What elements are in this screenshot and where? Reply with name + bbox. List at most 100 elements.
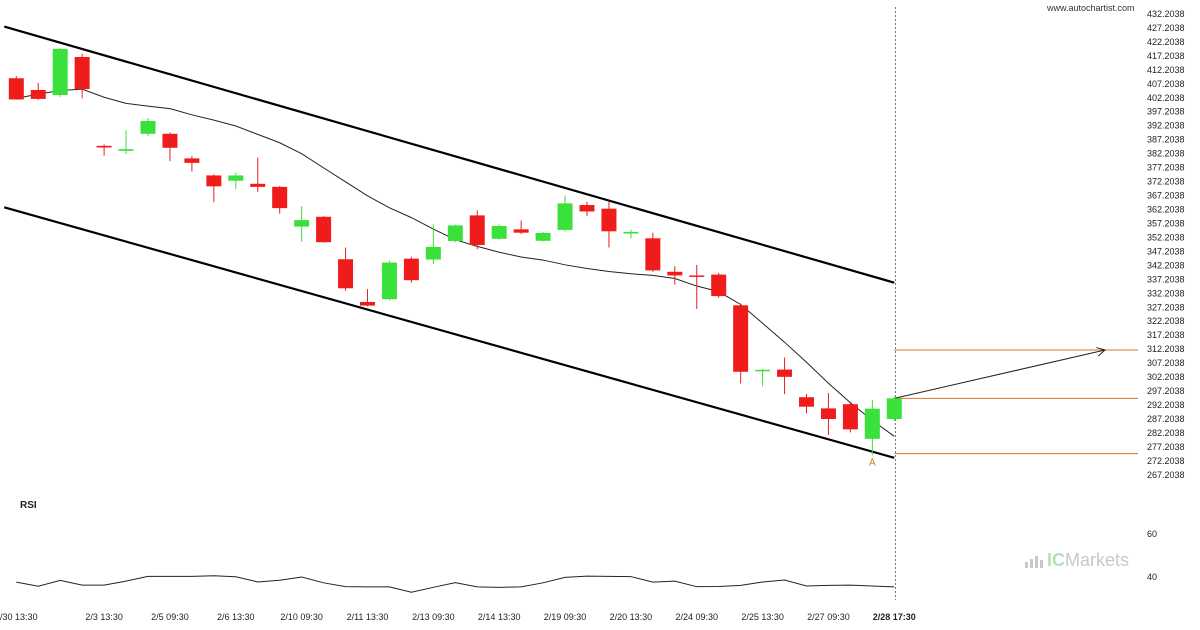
candle: [645, 232, 661, 272]
candle-body: [733, 305, 749, 372]
y-tick-label: 312.2038: [1147, 344, 1185, 354]
y-tick-label: 267.2038: [1147, 470, 1185, 480]
candle: [886, 396, 902, 421]
candle-body: [162, 133, 178, 148]
forecast-arrow-line: [894, 349, 1106, 399]
rsi-tick-label: 40: [1147, 572, 1157, 582]
candle: [250, 157, 266, 192]
candle-body: [96, 145, 112, 148]
y-tick-label: 422.2038: [1147, 37, 1185, 47]
x-tick-label: 2/6 13:30: [217, 612, 255, 622]
candle: [469, 210, 485, 250]
candle: [228, 172, 244, 190]
y-tick-label: 412.2038: [1147, 65, 1185, 75]
y-tick-label: 272.2038: [1147, 456, 1185, 466]
candle: [162, 132, 178, 162]
candle-body: [755, 369, 771, 372]
candle: [294, 206, 310, 242]
candle-body: [645, 238, 661, 271]
candle-body: [469, 215, 485, 245]
candle: [842, 403, 858, 433]
candle-body: [842, 404, 858, 430]
y-tick-label: 297.2038: [1147, 386, 1185, 396]
candle: [667, 266, 683, 285]
x-tick-label: 2/28 17:30: [873, 612, 916, 622]
candle-body: [777, 369, 793, 377]
y-tick-label: 402.2038: [1147, 93, 1185, 103]
icmarkets-logo: IC Markets: [1025, 550, 1129, 571]
candle: [864, 400, 880, 456]
candle: [381, 260, 397, 301]
x-tick-label: 2/25 13:30: [741, 612, 784, 622]
y-tick-label: 292.2038: [1147, 400, 1185, 410]
candle: [535, 231, 551, 242]
y-tick-label: 337.2038: [1147, 274, 1185, 284]
channel-lower-line: [3, 206, 895, 459]
candle: [777, 357, 793, 395]
y-tick-label: 407.2038: [1147, 79, 1185, 89]
candle: [338, 247, 354, 291]
candle: [118, 130, 134, 155]
x-tick-label: 2/5 09:30: [151, 612, 189, 622]
candle: [8, 75, 24, 100]
x-tick-label: 2/10 09:30: [280, 612, 323, 622]
candle: [447, 224, 463, 243]
x-tick-label: 2/27 09:30: [807, 612, 850, 622]
candle: [140, 117, 156, 137]
brand-suffix: Markets: [1065, 550, 1130, 570]
candle: [557, 195, 573, 232]
bar-chart-icon: [1025, 554, 1043, 568]
candle-body: [535, 232, 551, 241]
candle-body: [864, 408, 880, 439]
candle-body: [118, 149, 134, 151]
y-tick-label: 432.2038: [1147, 9, 1185, 19]
y-tick-label: 347.2038: [1147, 246, 1185, 256]
candle-body: [513, 229, 529, 233]
candle-body: [667, 271, 683, 276]
candle: [425, 224, 441, 264]
candle-body: [206, 175, 222, 187]
pattern-point-label: A: [869, 458, 876, 469]
y-tick-label: 282.2038: [1147, 428, 1185, 438]
candle-body: [799, 397, 814, 407]
candle-body: [886, 398, 902, 420]
candle: [733, 303, 749, 384]
candle: [30, 82, 46, 100]
candle: [601, 201, 617, 248]
x-tick-label: 2/11 13:30: [347, 612, 389, 622]
y-tick-label: 342.2038: [1147, 260, 1185, 270]
y-tick-label: 397.2038: [1147, 107, 1185, 117]
x-tick-label: 2/3 13:30: [85, 612, 123, 622]
y-tick-label: 287.2038: [1147, 414, 1185, 424]
candle: [711, 272, 727, 298]
candle-body: [360, 301, 375, 306]
y-tick-label: 382.2038: [1147, 149, 1185, 159]
rsi-tick-label: 60: [1147, 529, 1157, 539]
candle-body: [601, 208, 617, 232]
candle-body: [316, 216, 332, 243]
y-tick-label: 377.2038: [1147, 163, 1185, 173]
candle: [799, 393, 814, 414]
candle: [579, 201, 595, 217]
y-tick-label: 317.2038: [1147, 330, 1185, 340]
candle-body: [623, 231, 639, 234]
y-tick-label: 367.2038: [1147, 191, 1185, 201]
y-tick-label: 392.2038: [1147, 121, 1185, 131]
candle: [184, 156, 200, 172]
site-url: www.autochartist.com: [1046, 3, 1135, 13]
candle-body: [425, 246, 441, 260]
candle-body: [381, 262, 397, 300]
candle-body: [52, 48, 68, 95]
y-tick-label: 277.2038: [1147, 442, 1185, 452]
x-tick-label: 1/30 13:30: [0, 612, 38, 622]
candle: [360, 289, 375, 307]
candle-body: [338, 259, 354, 289]
candle-body: [30, 89, 46, 99]
candle: [689, 264, 705, 309]
x-tick-label: 2/19 09:30: [544, 612, 587, 622]
candle: [316, 216, 332, 243]
candle-body: [820, 408, 836, 420]
y-tick-label: 362.2038: [1147, 204, 1185, 214]
y-tick-label: 322.2038: [1147, 316, 1185, 326]
